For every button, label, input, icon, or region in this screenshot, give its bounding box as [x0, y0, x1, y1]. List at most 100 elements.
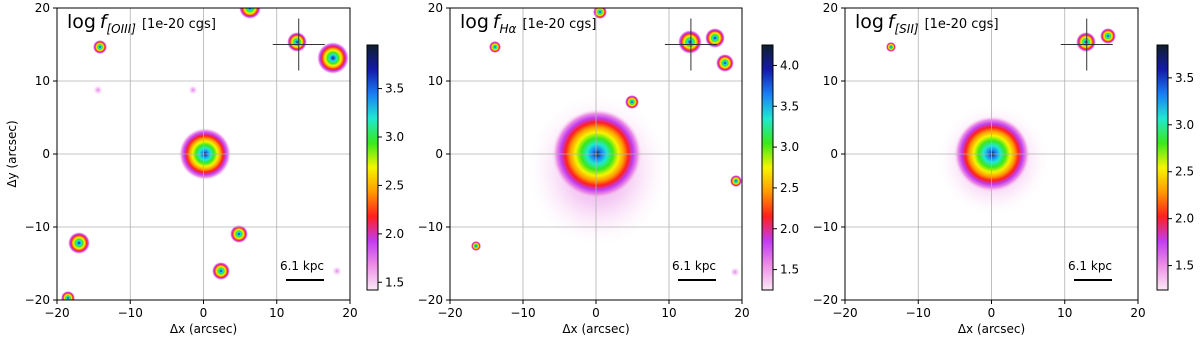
x-tick-label: −20 [832, 306, 857, 320]
y-tick-label: 20 [35, 1, 50, 15]
title-symbol: f [888, 11, 898, 33]
x-axis-label: Δx (arcsec) [958, 322, 1025, 336]
y-tick-label: 10 [35, 74, 50, 88]
x-axis-label: Δx (arcsec) [170, 322, 237, 336]
title-main: log [460, 11, 489, 33]
title-main: log [855, 11, 884, 33]
x-tick-label: 20 [734, 306, 749, 320]
y-tick-label: 0 [42, 147, 50, 161]
image-panel-3 [886, 28, 1116, 215]
source [1076, 32, 1096, 52]
x-tick-label: −10 [510, 306, 535, 320]
axes-frame [844, 7, 1139, 301]
y-tick-label: −10 [813, 220, 838, 234]
source [489, 41, 501, 53]
colorbar-tick-label: 2.5 [780, 181, 799, 195]
panel-title: log f[OIII] [1e-20 cgs] [67, 11, 216, 36]
image-panel-1 [61, 8, 349, 300]
panel-title: log fHα [1e-20 cgs] [460, 11, 596, 36]
y-axis-label: Δy (arcsec) [5, 120, 19, 187]
y-tick-label: −20 [25, 293, 50, 307]
colorbar-tick-label: 3.0 [780, 140, 799, 154]
x-tick-label: −20 [44, 306, 69, 320]
source [886, 42, 896, 52]
source [68, 232, 90, 254]
y-tick-label: 20 [823, 1, 838, 15]
source [730, 267, 740, 277]
title-unit: [1e-20 cgs] [142, 17, 216, 32]
x-tick-label: 10 [661, 306, 676, 320]
y-tick-label: 10 [823, 74, 838, 88]
title-symbol: f [100, 11, 110, 33]
x-tick-label: 0 [200, 306, 208, 320]
source [188, 85, 198, 95]
colorbar-tick-label: 3.5 [780, 99, 799, 113]
axes-frame [449, 7, 743, 301]
colorbar-tick-label: 4.0 [780, 58, 799, 72]
title-symbol: f [493, 11, 503, 33]
title-unit: [1e-20 cgs] [925, 17, 999, 32]
colorbar-tick-label: 2.0 [385, 227, 404, 241]
colorbar [1156, 44, 1169, 291]
source [716, 54, 734, 72]
source [93, 85, 103, 95]
y-tick-label: −10 [25, 220, 50, 234]
source [730, 175, 742, 187]
y-tick-label: 0 [435, 147, 443, 161]
title-subscript: [SII] [895, 22, 919, 36]
x-tick-label: 20 [342, 306, 357, 320]
source [93, 40, 107, 54]
colorbar [366, 44, 379, 291]
x-tick-label: 0 [988, 306, 996, 320]
x-tick-label: 0 [592, 306, 600, 320]
colorbar-tick-label: 3.5 [1175, 71, 1194, 85]
colorbar-tick-label: 2.0 [780, 222, 799, 236]
y-tick-label: −10 [418, 220, 443, 234]
colorbar-tick-label: 3.0 [385, 130, 404, 144]
title-unit: [1e-20 cgs] [522, 17, 596, 32]
source [678, 30, 702, 54]
y-tick-label: 10 [428, 74, 443, 88]
colorbar-tick-label: 2.0 [1175, 212, 1194, 226]
source [239, 8, 261, 19]
image-panel-2 [471, 8, 742, 277]
colorbar-tick-label: 2.5 [1175, 165, 1194, 179]
source [287, 32, 307, 52]
x-axis-label: Δx (arcsec) [562, 322, 629, 336]
colorbar-tick-label: 1.5 [385, 275, 404, 289]
x-tick-label: −10 [118, 306, 143, 320]
source [230, 225, 248, 243]
title-subscript: Hα [500, 22, 517, 36]
x-tick-label: 20 [1130, 306, 1145, 320]
y-tick-label: 0 [830, 147, 838, 161]
x-tick-label: 10 [269, 306, 284, 320]
axes-frame [56, 7, 351, 301]
scale-label: 6.1 kpc [1068, 259, 1112, 273]
y-tick-label: −20 [418, 293, 443, 307]
y-tick-label: −20 [813, 293, 838, 307]
source [625, 95, 639, 109]
colorbar-tick-label: 2.5 [385, 178, 404, 192]
x-tick-label: 10 [1057, 306, 1072, 320]
scale-label: 6.1 kpc [672, 259, 716, 273]
colorbar [761, 44, 774, 291]
source [1100, 28, 1116, 44]
title-subscript: [OIII] [107, 22, 137, 36]
x-tick-label: −10 [906, 306, 931, 320]
source [471, 241, 481, 251]
title-main: log [67, 11, 96, 33]
source [317, 42, 349, 74]
source [332, 266, 342, 276]
colorbar-tick-label: 1.5 [780, 263, 799, 277]
y-tick-label: 20 [428, 1, 443, 15]
colorbar-tick-label: 1.5 [1175, 259, 1194, 273]
source [705, 28, 725, 48]
source [593, 8, 607, 19]
colorbar-tick-label: 3.0 [1175, 118, 1194, 132]
source [212, 262, 230, 280]
scale-label: 6.1 kpc [280, 259, 324, 273]
panel-title: log f[SII] [1e-20 cgs] [855, 11, 999, 36]
x-tick-label: −20 [437, 306, 462, 320]
source [61, 291, 75, 300]
